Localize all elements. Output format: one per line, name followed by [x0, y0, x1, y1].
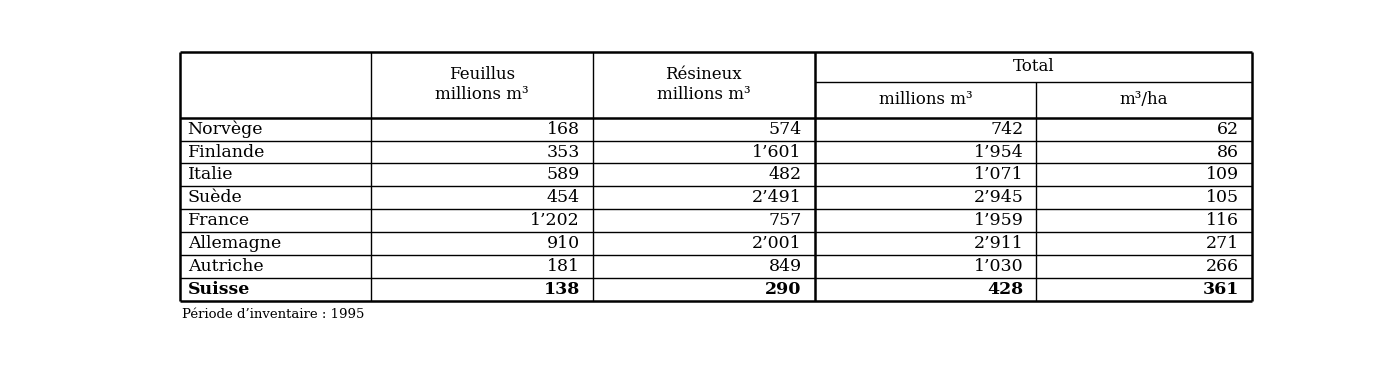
- Text: 361: 361: [1203, 281, 1239, 298]
- Text: 482: 482: [768, 166, 802, 183]
- Text: 757: 757: [768, 212, 802, 229]
- Text: 589: 589: [546, 166, 580, 183]
- Text: Suisse: Suisse: [187, 281, 250, 298]
- Text: Période d’inventaire : 1995: Période d’inventaire : 1995: [182, 308, 365, 321]
- Text: Total: Total: [1013, 58, 1055, 75]
- Text: 849: 849: [768, 258, 802, 275]
- Text: 1’959: 1’959: [974, 212, 1024, 229]
- Text: 454: 454: [546, 189, 580, 207]
- Text: Autriche: Autriche: [187, 258, 263, 275]
- Text: 2’001: 2’001: [752, 235, 802, 252]
- Text: Norvège: Norvège: [187, 120, 263, 138]
- Text: 266: 266: [1206, 258, 1239, 275]
- Text: 910: 910: [546, 235, 580, 252]
- Text: 1’030: 1’030: [974, 258, 1024, 275]
- Text: 1’202: 1’202: [529, 212, 580, 229]
- Text: 1’601: 1’601: [752, 144, 802, 160]
- Text: 271: 271: [1206, 235, 1239, 252]
- Text: 2’945: 2’945: [974, 189, 1024, 207]
- Text: 168: 168: [546, 121, 580, 138]
- Text: 86: 86: [1217, 144, 1239, 160]
- Text: 109: 109: [1206, 166, 1239, 183]
- Text: 290: 290: [766, 281, 802, 298]
- Text: 353: 353: [546, 144, 580, 160]
- Text: Allemagne: Allemagne: [187, 235, 281, 252]
- Text: 574: 574: [768, 121, 802, 138]
- Text: Finlande: Finlande: [187, 144, 265, 160]
- Text: millions m³: millions m³: [879, 91, 972, 108]
- Text: 1’954: 1’954: [974, 144, 1024, 160]
- Text: 742: 742: [990, 121, 1024, 138]
- Text: 62: 62: [1217, 121, 1239, 138]
- Text: Italie: Italie: [187, 166, 233, 183]
- Text: 2’491: 2’491: [752, 189, 802, 207]
- Text: 1’071: 1’071: [974, 166, 1024, 183]
- Text: Suède: Suède: [187, 189, 242, 207]
- Text: France: France: [187, 212, 250, 229]
- Text: Résineux
millions m³: Résineux millions m³: [657, 66, 750, 103]
- Text: Feuillus
millions m³: Feuillus millions m³: [434, 66, 528, 103]
- Text: m³/ha: m³/ha: [1120, 91, 1168, 108]
- Text: 428: 428: [988, 281, 1024, 298]
- Text: 105: 105: [1206, 189, 1239, 207]
- Text: 2’911: 2’911: [974, 235, 1024, 252]
- Text: 181: 181: [546, 258, 580, 275]
- Text: 116: 116: [1206, 212, 1239, 229]
- Text: 138: 138: [543, 281, 580, 298]
